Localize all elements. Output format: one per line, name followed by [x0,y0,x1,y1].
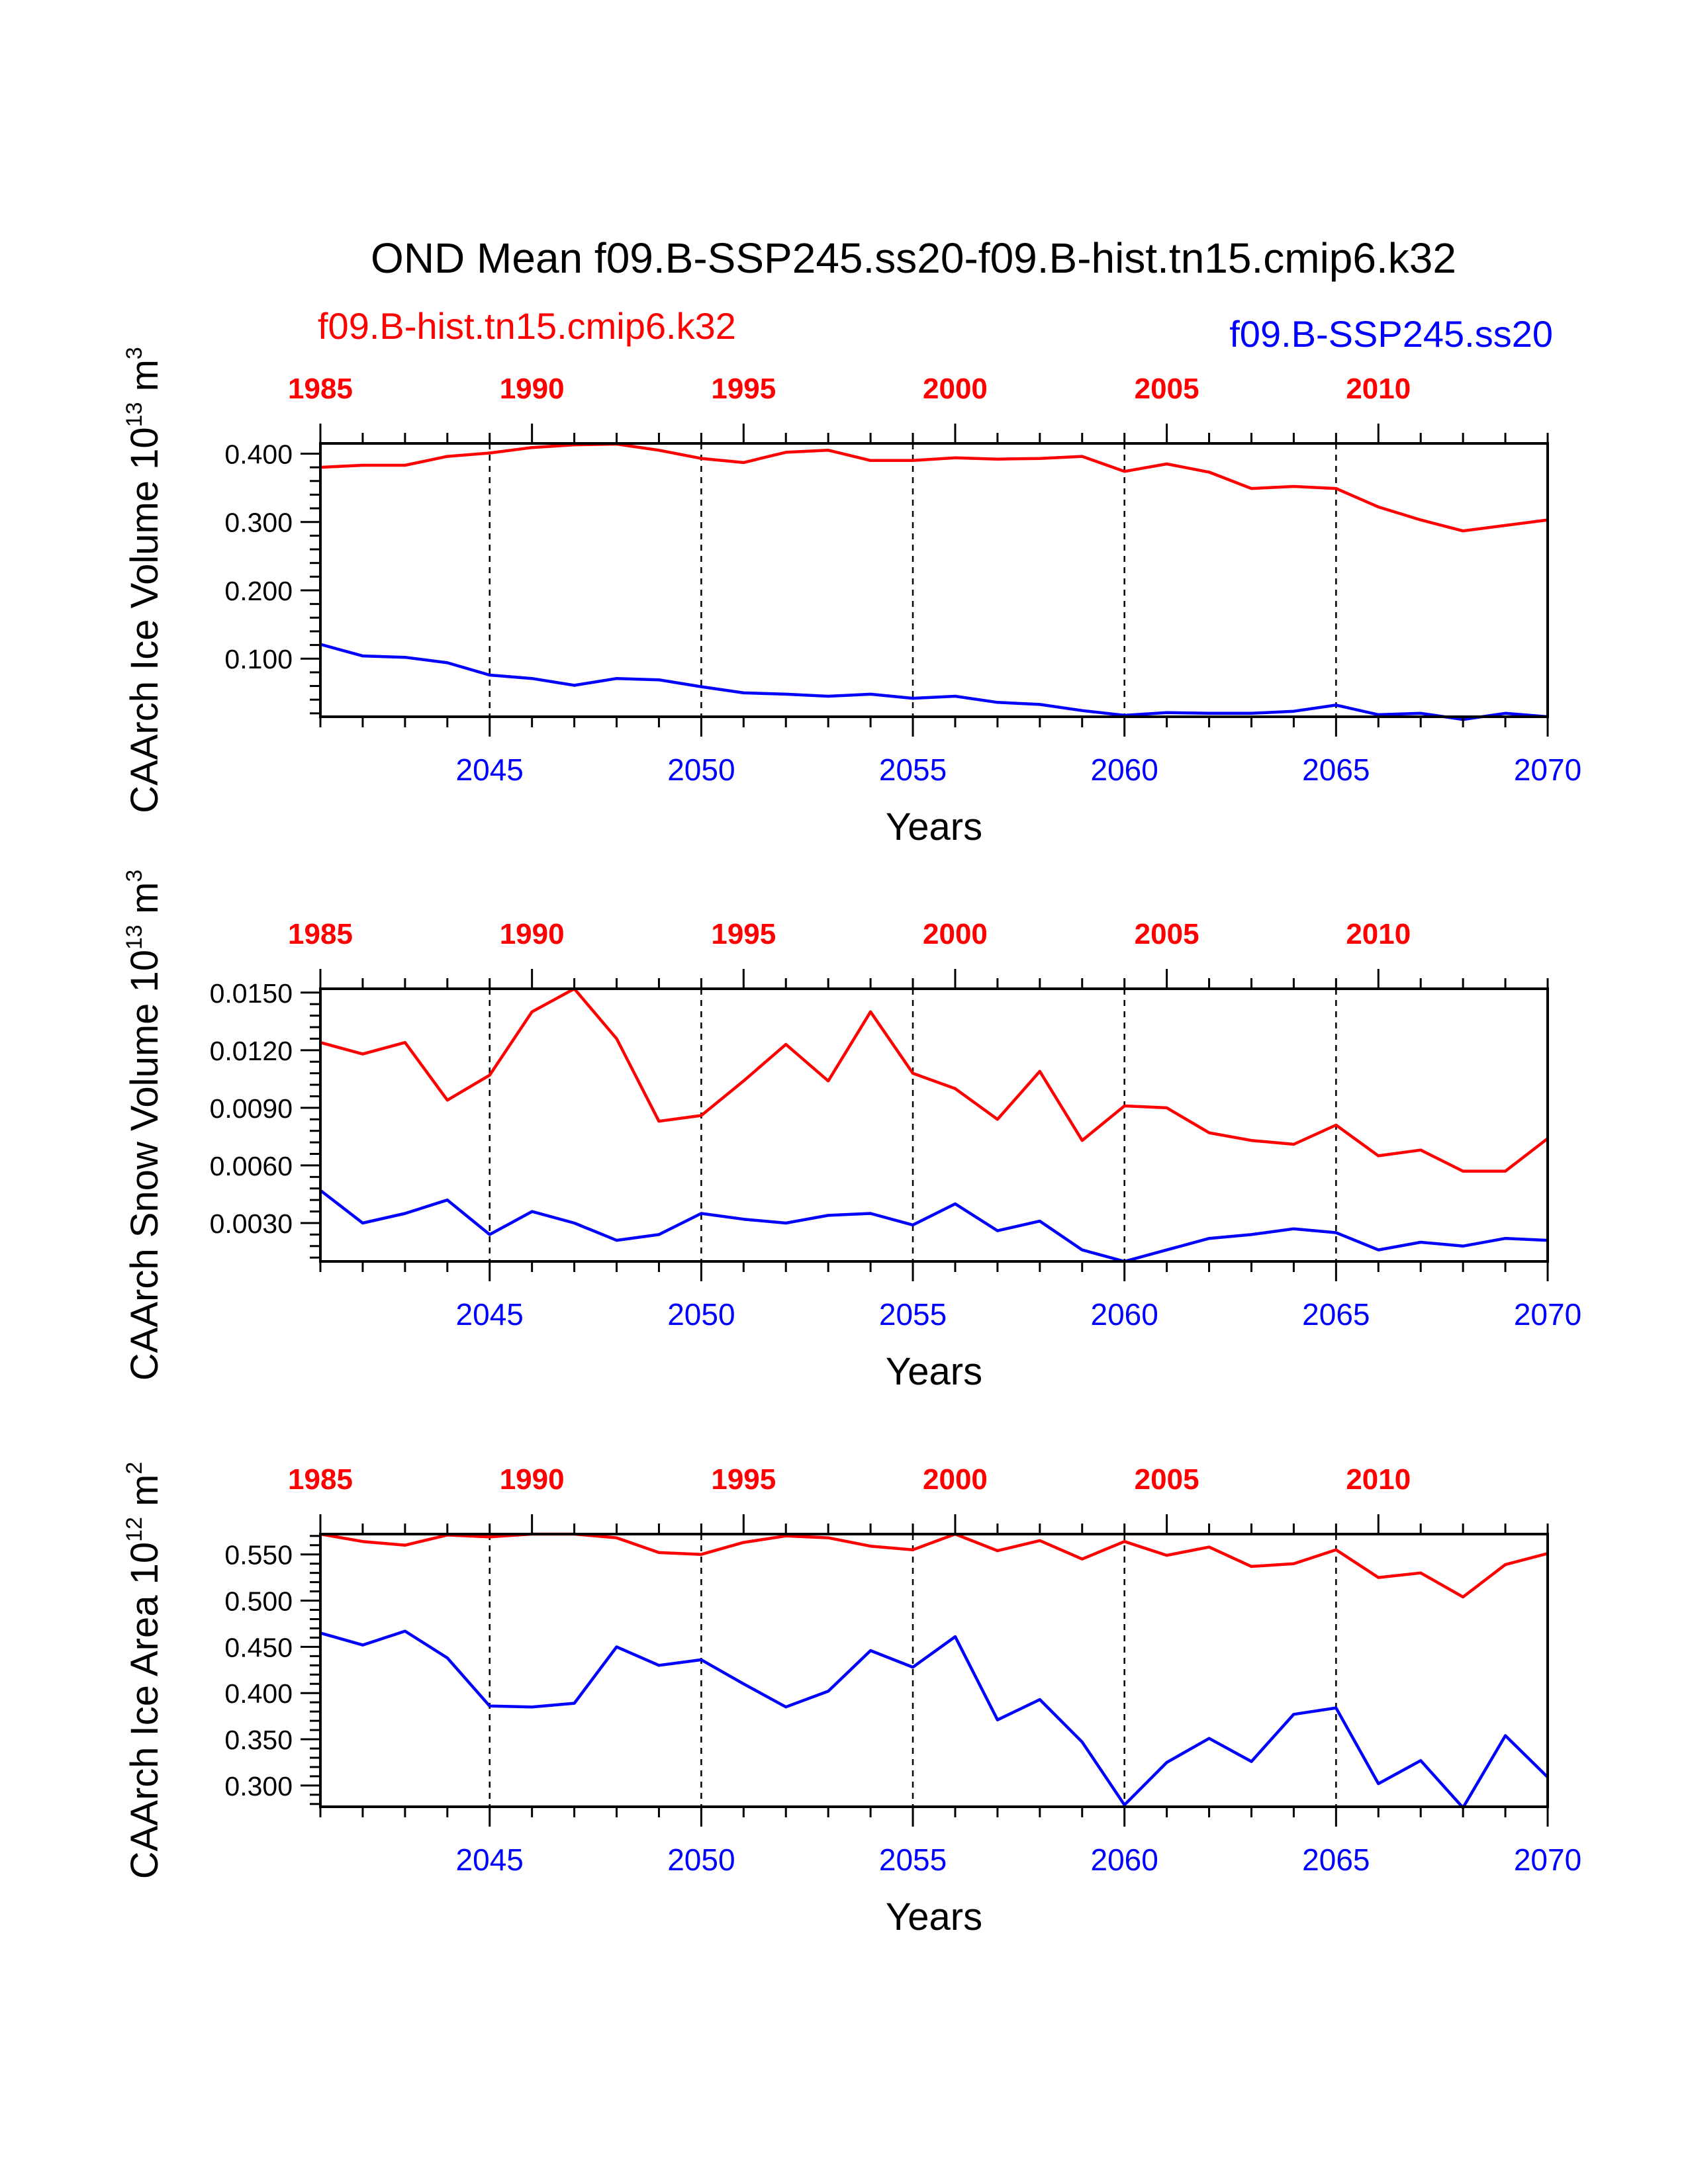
series-line-hist [320,987,1549,1173]
y-axis-label-unit-exp: 3 [122,347,147,359]
series-line-hist [320,1532,1548,1599]
x-tick-label-top: 2005 [1135,373,1199,405]
x-tick-label-top: 1985 [288,373,353,405]
x-tick-label-bottom: 2070 [1514,1297,1581,1332]
x-tick-label-top: 1995 [711,373,776,405]
x-tick-label-top: 1995 [711,918,776,950]
x-tick-label-bottom: 2055 [879,1843,947,1877]
y-tick-label: 0.450 [224,1632,293,1662]
y-axis-label-exp: 12 [122,1517,147,1542]
x-tick-label-top: 2010 [1346,918,1411,950]
series-line-ssp [320,643,1548,721]
y-tick-label: 0.0090 [210,1093,293,1124]
panel-3: 2045 2050 2055 2060 2065 2070 1985 1990 1995 2000… [122,1462,1581,1938]
x-tick-label-bottom: 2045 [456,1297,524,1332]
y-axis-label-unit: m [123,359,166,402]
x-tick-label-top: 1990 [500,373,565,405]
y-axis-label: CAArch Ice Volume 1013 m3 [122,347,166,813]
x-tick-label-bottom: 2050 [667,1297,735,1332]
x-tick-label-bottom: 2045 [456,1843,524,1877]
y-tick-label: 0.100 [224,644,293,674]
y-tick-label: 0.0120 [210,1036,293,1066]
x-axis-label: Years [886,1895,982,1938]
x-tick-label-bottom: 2060 [1091,1297,1158,1332]
x-tick-label-top: 1985 [288,1463,353,1496]
y-tick-label: 0.200 [224,576,293,606]
y-tick-label: 0.500 [224,1586,293,1617]
y-axis-label-exp: 13 [122,925,147,950]
x-tick-label-top: 2010 [1346,373,1411,405]
y-tick-label: 0.300 [224,508,293,538]
x-tick-label-top: 1990 [500,1463,565,1496]
y-tick-label: 0.0150 [210,978,293,1009]
x-tick-label-bottom: 2060 [1091,752,1158,787]
y-tick-label: 0.0060 [210,1151,293,1181]
y-axis-label-main: CAArch Snow Volume 10 [123,950,166,1381]
x-tick-label-top: 1985 [288,918,353,950]
y-tick-label: 0.350 [224,1725,293,1755]
y-tick-label: 0.0030 [210,1208,293,1239]
x-tick-label-top: 2000 [923,1463,988,1496]
plot-frame [319,442,1549,718]
y-tick-label: 0.550 [224,1540,293,1570]
panels: 2045 2050 2055 2060 2065 2070 1985 1990 1995 2000… [122,347,1581,1938]
x-tick-label-top: 1990 [500,918,565,950]
panel-1: 2045 2050 2055 2060 2065 2070 1985 1990 1995 2000… [122,347,1581,848]
y-axis-label: CAArch Snow Volume 1013 m3 [122,870,166,1381]
x-tick-label-bottom: 2065 [1302,1843,1370,1877]
x-tick-label-bottom: 2045 [456,752,524,787]
x-tick-label-bottom: 2055 [879,752,947,787]
x-tick-label-top: 2005 [1135,1463,1199,1496]
y-axis-label-unit-exp: 3 [122,870,147,882]
x-tick-label-bottom: 2050 [667,1843,735,1877]
y-tick-label: 0.400 [224,1678,293,1709]
x-tick-label-bottom: 2070 [1514,1843,1581,1877]
x-tick-label-bottom: 2065 [1302,1297,1370,1332]
y-axis-label-unit: m [123,882,166,925]
x-tick-label-bottom: 2055 [879,1297,947,1332]
y-axis-label-unit: m [123,1475,166,1517]
y-axis-label: CAArch Ice Area 1012 m2 [122,1462,166,1880]
legend-ssp: f09.B-SSP245.ss20 [1229,313,1553,355]
y-axis-label-exp: 13 [122,402,147,428]
x-tick-label-top: 2010 [1346,1463,1411,1496]
x-axis-label: Years [886,1350,982,1393]
x-tick-label-top: 2005 [1135,918,1199,950]
y-tick-label: 0.400 [224,439,293,469]
plot-frame [319,1533,1549,1808]
series-line-ssp [319,1189,1548,1263]
plot-frame [319,987,1549,1263]
x-tick-label-top: 1995 [711,1463,776,1496]
x-tick-label-top: 2000 [923,918,988,950]
panel-2: 2045 2050 2055 2060 2065 2070 1985 1990 1995 2000… [122,870,1581,1393]
x-axis-label: Years [886,805,982,848]
chart-title: OND Mean f09.B-SSP245.ss20-f09.B-hist.tn… [371,234,1456,282]
y-axis-label-unit-exp: 2 [122,1462,147,1475]
y-axis-label-main: CAArch Ice Volume 10 [123,427,166,813]
x-tick-label-bottom: 2050 [667,752,735,787]
x-tick-label-bottom: 2060 [1091,1843,1158,1877]
legend-hist: f09.B-hist.tn15.cmip6.k32 [318,305,736,347]
x-tick-label-top: 2000 [923,373,988,405]
y-axis-label-main: CAArch Ice Area 10 [123,1542,166,1879]
series-line-ssp [320,1629,1549,1809]
x-tick-label-bottom: 2065 [1302,752,1370,787]
series-line-hist [320,442,1548,533]
y-tick-label: 0.300 [224,1771,293,1801]
x-tick-label-bottom: 2070 [1514,752,1581,787]
